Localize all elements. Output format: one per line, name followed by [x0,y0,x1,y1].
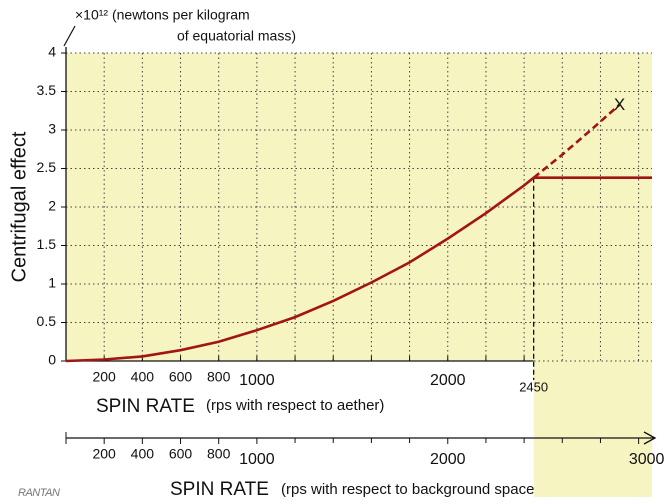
x-tick-label: 200 [92,369,116,385]
x2-axis-title: SPIN RATE [170,479,269,500]
y-tick-label: 1 [48,275,56,291]
x-tick-label: 800 [207,369,231,385]
x2-tick-label: 3000 [629,451,665,468]
y-tick-label: 0.5 [37,313,57,329]
x-tick-label: 2450 [519,379,548,394]
x2-tick-label: 600 [169,446,193,462]
x-axis-title: SPIN RATE [96,396,195,417]
y-tick-label: 2 [48,198,56,214]
x-axis-note: (rps with respect to aether) [206,397,384,414]
x2-tick-label: 200 [92,446,116,462]
y-unit-note: of equatorial mass) [177,28,296,44]
data-line [65,176,535,363]
y-tick-label: 4 [48,44,56,60]
x2-tick-label: 1000 [239,451,275,468]
x2-tick-label: 2000 [430,451,466,468]
y-tick-label: 2.5 [37,159,57,175]
x-tick-label: 400 [131,369,155,385]
data-line [532,103,621,179]
x2-axis-arrow [643,431,657,445]
x-tick-label: 1000 [239,372,275,389]
note-pointer [63,25,76,47]
y-tick-label: 1.5 [37,236,57,252]
y-tick-label: 3.5 [37,82,57,98]
x2-tick-label: 800 [207,446,231,462]
x2-tick-label: 400 [131,446,155,462]
x2-axis-note: (rps with respect to background space) [281,481,539,498]
y-tick-label: 3 [48,121,56,137]
x-tick-label: 2000 [430,372,466,389]
x-tick-label: 600 [169,369,193,385]
y-tick-label: 0 [48,352,56,368]
shade-region [533,53,652,497]
end-marker: X [614,95,625,114]
y-axis-title: Centrifugal effect [8,131,30,282]
y-unit-note: ×10¹² (newtons per kilogram [75,7,250,23]
logo: RANTAN [18,487,60,499]
